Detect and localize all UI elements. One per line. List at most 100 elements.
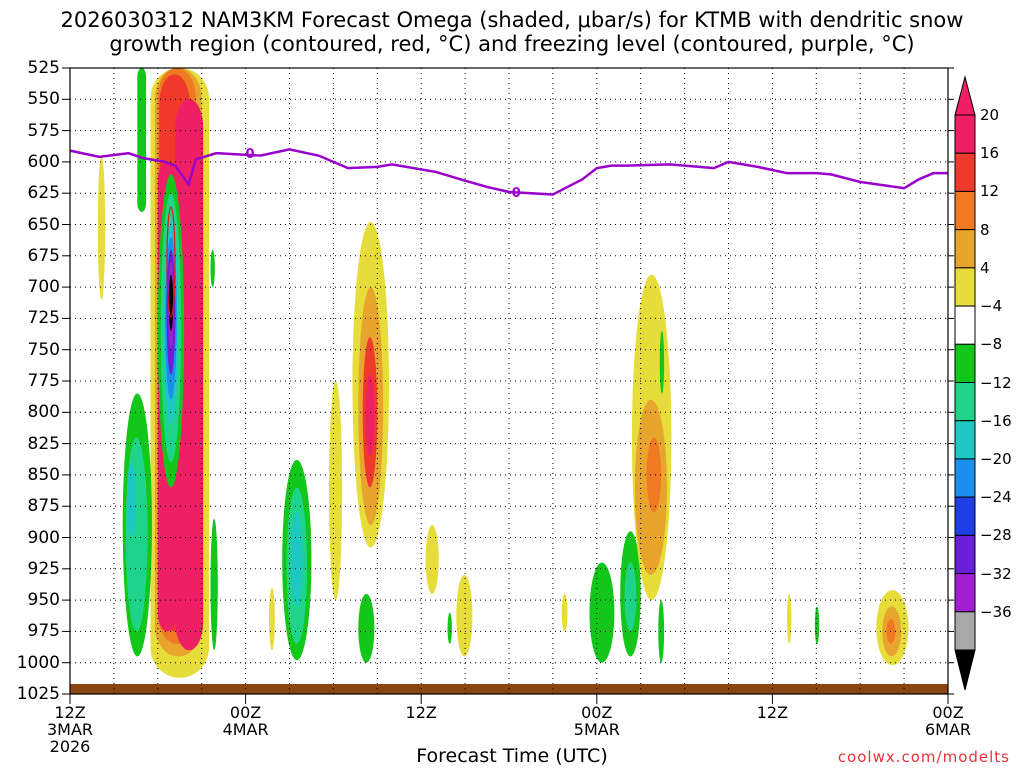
y-tick-label: 775 (27, 371, 60, 391)
colorbar-swatch (954, 458, 976, 498)
colorbar-top-arrow (954, 75, 976, 116)
omega-ascent-12z-small (425, 524, 439, 594)
colorbar-bottom-arrow (954, 649, 976, 691)
x-tick-label-line: 12Z (405, 703, 437, 722)
omega-ascent-06z-20 (365, 374, 375, 457)
y-tick-label: 650 (27, 214, 60, 235)
colorbar-label: −12 (980, 373, 1012, 392)
omega-descent-core-36 (168, 274, 174, 331)
y-tick-label: 625 (27, 183, 60, 204)
y-tick-label: 675 (27, 245, 60, 266)
x-tick-label: 00Z 5MAR (557, 704, 637, 755)
colorbar-label: 20 (980, 106, 1000, 124)
x-tick-label-line: 12Z (54, 703, 86, 722)
colorbar-swatch (954, 343, 976, 383)
omega-descent-15z-small (814, 606, 820, 644)
x-tick-label-line: 4MAR (222, 720, 269, 739)
colorbar-label: 8 (980, 220, 990, 239)
omega-descent-03z-8 (624, 562, 637, 632)
colorbar-label: 12 (980, 182, 1000, 201)
x-tick-label-line (908, 738, 988, 755)
colorbar-swatch (954, 114, 976, 154)
omega-ascent-14z-small (456, 575, 473, 657)
colorbar-label: 4 (980, 258, 990, 277)
colorbar-label: −24 (980, 488, 1012, 507)
x-tick-label-line (732, 738, 812, 755)
colorbar-swatch (954, 496, 976, 536)
colorbar-label: −20 (980, 449, 1012, 468)
x-tick-label-line: 12Z (756, 703, 789, 722)
colorbar-swatch (954, 267, 976, 307)
dendritic-growth-contour (166, 206, 176, 318)
omega-descent-small-2 (210, 249, 215, 288)
x-tick-label-line (206, 738, 286, 755)
x-tick-label: 12Z 3MAR 2026 (30, 704, 110, 755)
x-tick-label-line: 00Z (581, 703, 613, 722)
colorbar-swatch (954, 305, 976, 345)
colorbar-label: 16 (980, 144, 1000, 163)
omega-descent-02z-4 (589, 562, 615, 663)
x-tick-label: 12Z (732, 704, 812, 755)
omega-descent-14z-small (447, 612, 452, 644)
y-tick-label: 925 (27, 558, 60, 579)
x-tick-label: 00Z 6MAR (908, 704, 988, 755)
y-tick-label: 750 (27, 339, 60, 360)
freezing-level-line (69, 148, 948, 196)
y-tick-label: 1025 (16, 684, 60, 704)
y-tick-label: 825 (27, 433, 60, 454)
x-tick-label-line (557, 738, 637, 755)
colorbar-swatch (954, 573, 976, 613)
colorbar-label: −8 (980, 335, 1003, 354)
x-tick-label-line: 00Z (229, 703, 262, 722)
omega-ascent-22z-small (561, 593, 568, 632)
chart-title-line2: growth region (contoured, red, °C) and f… (109, 32, 915, 56)
omega-descent-top-strip (137, 68, 147, 212)
y-tick-label: 725 (27, 308, 60, 329)
omega-descent-sw-8 (125, 437, 148, 632)
omega-ascent-04z-12 (646, 437, 662, 513)
y-tick-label: 950 (27, 590, 60, 611)
x-tick-label-line (381, 738, 461, 755)
y-tick-label: 900 (27, 527, 60, 548)
x-axis-label: Forecast Time (UTC) (416, 745, 608, 767)
x-tick-label-line: 3MAR (46, 720, 94, 739)
colorbar-swatch (954, 534, 976, 575)
y-tick-label: 700 (27, 277, 60, 298)
colorbar-label: −36 (980, 602, 1012, 621)
x-tick-label: 12Z (381, 704, 461, 755)
colorbar-swatch (954, 152, 976, 192)
x-tick-label-line: 5MAR (573, 720, 620, 739)
colorbar-label: −28 (980, 526, 1012, 545)
x-tick-label-line (732, 721, 812, 738)
omega-ascent-small-left (97, 155, 106, 300)
x-tick-label-line: 6MAR (924, 720, 972, 739)
omega-descent-04z-12 (290, 512, 303, 607)
x-tick-label-line: 2026 (49, 737, 91, 756)
y-tick-label: 575 (27, 120, 60, 141)
colorbar-label: −32 (980, 564, 1012, 583)
y-tick-label: 1000 (16, 652, 60, 673)
y-tick-label: 850 (27, 464, 60, 485)
omega-descent-small-1 (210, 518, 218, 651)
y-tick-label: 600 (27, 151, 60, 172)
colorbar-label: −4 (980, 297, 1003, 316)
colorbar-swatch (954, 190, 976, 231)
y-tick-label: 550 (27, 89, 60, 110)
y-tick-label: 525 (27, 58, 60, 78)
x-tick-label: 00Z 4MAR (206, 704, 286, 755)
y-tick-label: 975 (27, 621, 60, 642)
x-tick-label-line (381, 721, 461, 738)
freezing-level-label: 0 (512, 186, 521, 201)
omega-ascent-col-20 (175, 99, 204, 651)
y-tick-label: 800 (27, 402, 60, 423)
credit-link[interactable]: coolwx.com/modelts (837, 748, 1010, 766)
colorbar-swatch (954, 420, 976, 460)
omega-ascent-03z-4 (329, 381, 343, 601)
colorbar-swatch (954, 611, 976, 651)
omega-ascent-13z-small (787, 593, 792, 644)
omega-ascent-04z-small (269, 587, 275, 651)
colorbar-swatch (954, 382, 976, 422)
chart-title-line1: 2026030312 NAM3KM Forecast Omega (shaded… (60, 8, 964, 32)
omega-descent-sw-12 (127, 462, 136, 538)
